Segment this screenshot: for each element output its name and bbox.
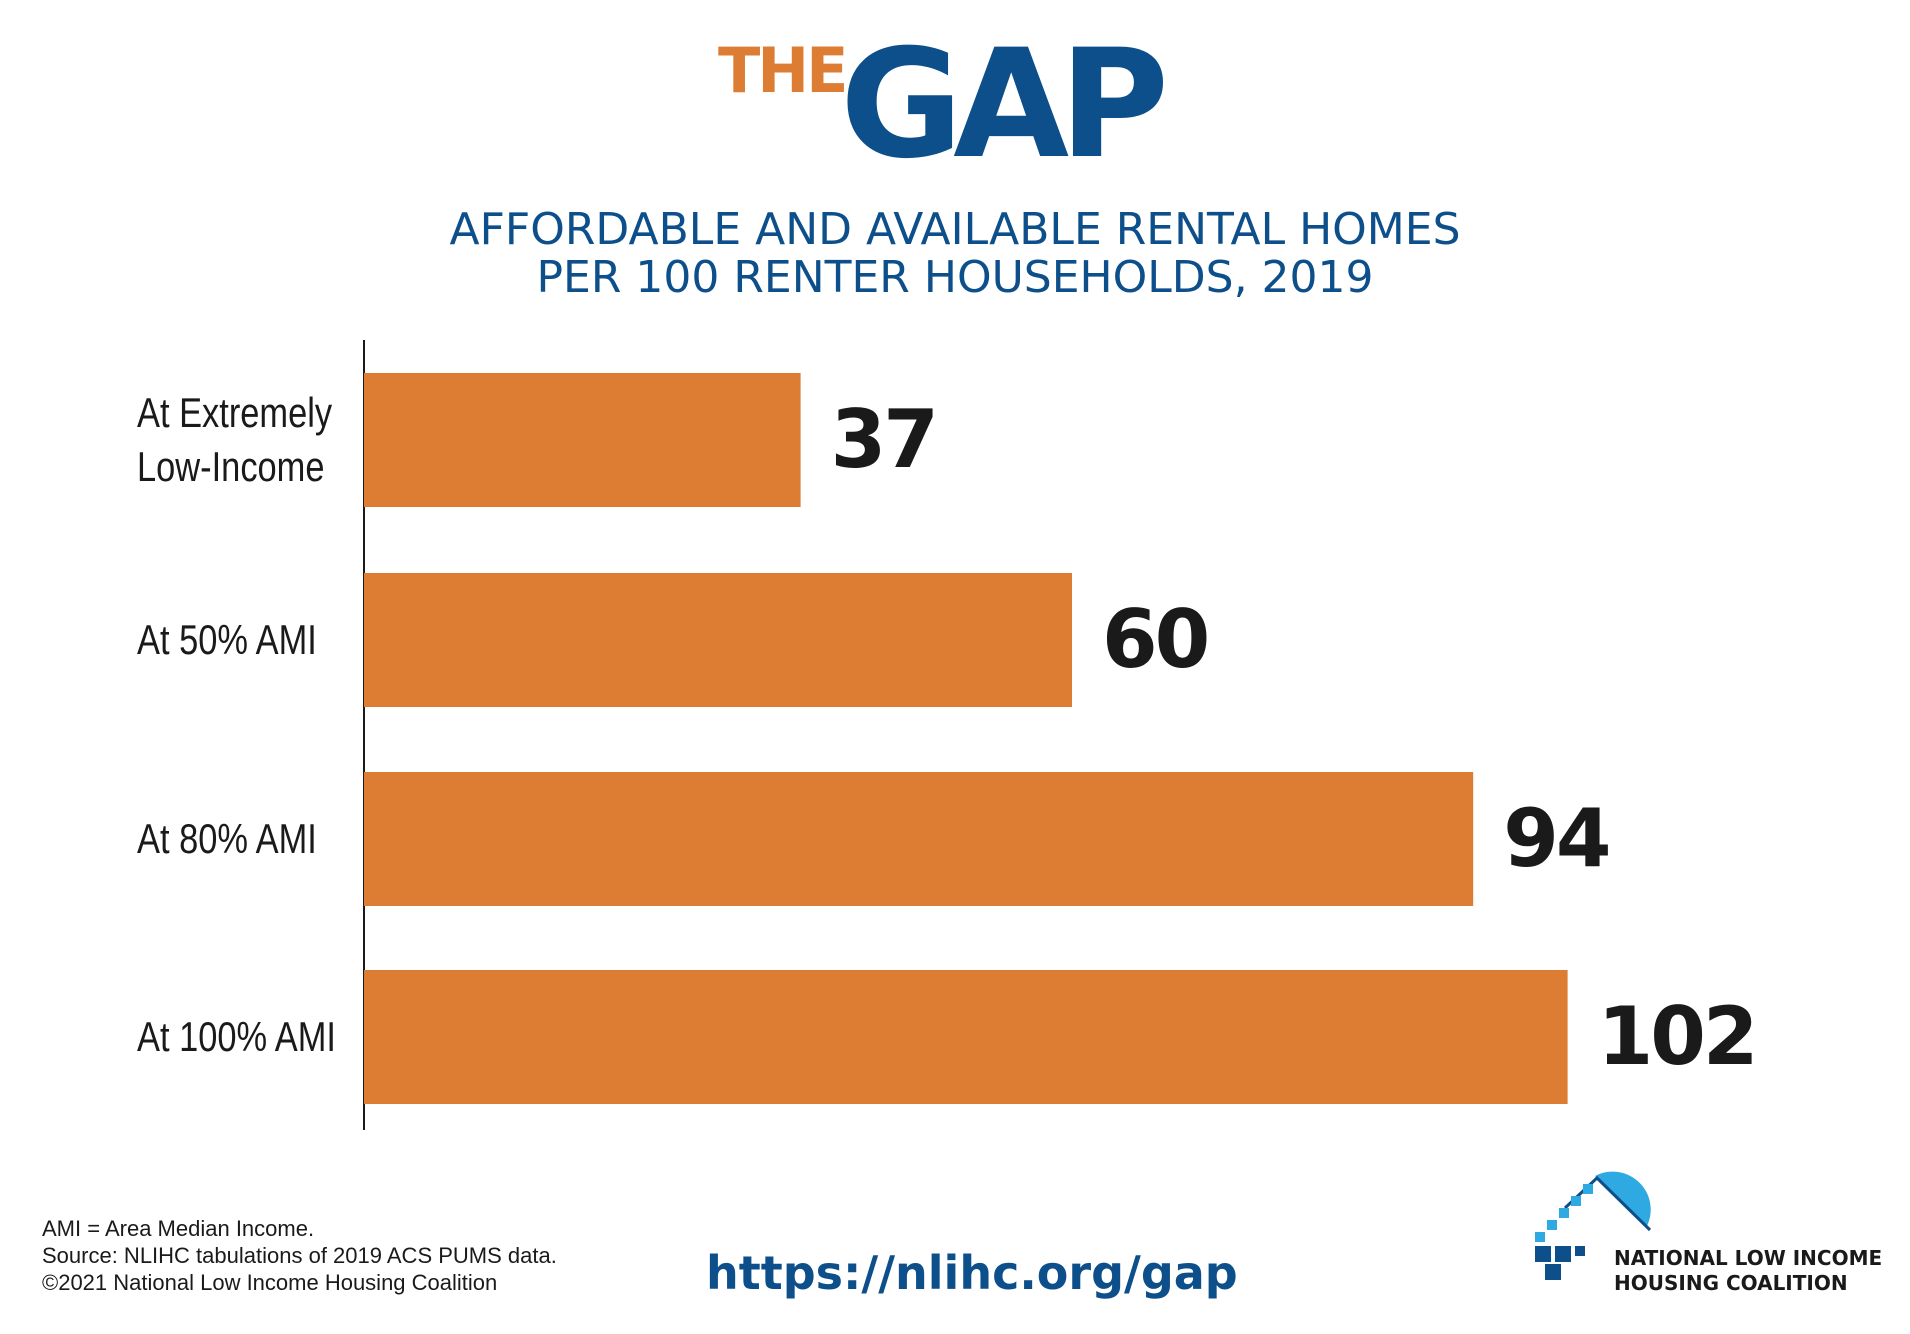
data-label-0: 37	[831, 393, 936, 486]
bar-2	[364, 772, 1474, 906]
category-label-0-1: Low-Income	[137, 444, 325, 491]
nlihc-house-icon	[1535, 1171, 1652, 1280]
category-label-2-0: At 80% AMI	[137, 816, 317, 863]
data-label-3: 102	[1598, 990, 1756, 1083]
bar-1	[364, 573, 1072, 707]
category-label-0-0: At Extremely	[137, 390, 333, 437]
category-label-1-0: At 50% AMI	[137, 617, 317, 664]
bar-chart: 37 At Extremely Low-Income 60 At 50% AMI 94 At…	[137, 340, 1759, 1130]
data-label-2: 94	[1503, 792, 1608, 885]
data-label-1: 60	[1102, 593, 1207, 686]
footnote-copyright: ©2021 National Low Income Housing Coalit…	[42, 1270, 498, 1295]
chart-subtitle-line-2: PER 100 RENTER HOUSEHOLDS, 2019	[536, 252, 1374, 303]
bar-3	[364, 970, 1568, 1104]
chart-subtitle-line-1: AFFORDABLE AND AVAILABLE RENTAL HOMES	[449, 204, 1461, 255]
logo-the: THE	[718, 34, 849, 107]
gap-url-link[interactable]: https://nlihc.org/gap	[706, 1246, 1238, 1300]
org-name-line-1: NATIONAL LOW INCOME	[1614, 1246, 1883, 1270]
footnote-ami: AMI = Area Median Income.	[42, 1216, 315, 1241]
category-label-3-0: At 100% AMI	[137, 1014, 336, 1061]
sun-shape	[1595, 1171, 1651, 1226]
logo-gap: GAP	[840, 18, 1169, 192]
org-name-line-2: HOUSING COALITION	[1614, 1271, 1848, 1295]
block-squares	[1535, 1246, 1585, 1280]
bar-0	[364, 373, 801, 507]
step-squares	[1535, 1184, 1593, 1242]
footnote-source: Source: NLIHC tabulations of 2019 ACS PU…	[42, 1243, 557, 1268]
